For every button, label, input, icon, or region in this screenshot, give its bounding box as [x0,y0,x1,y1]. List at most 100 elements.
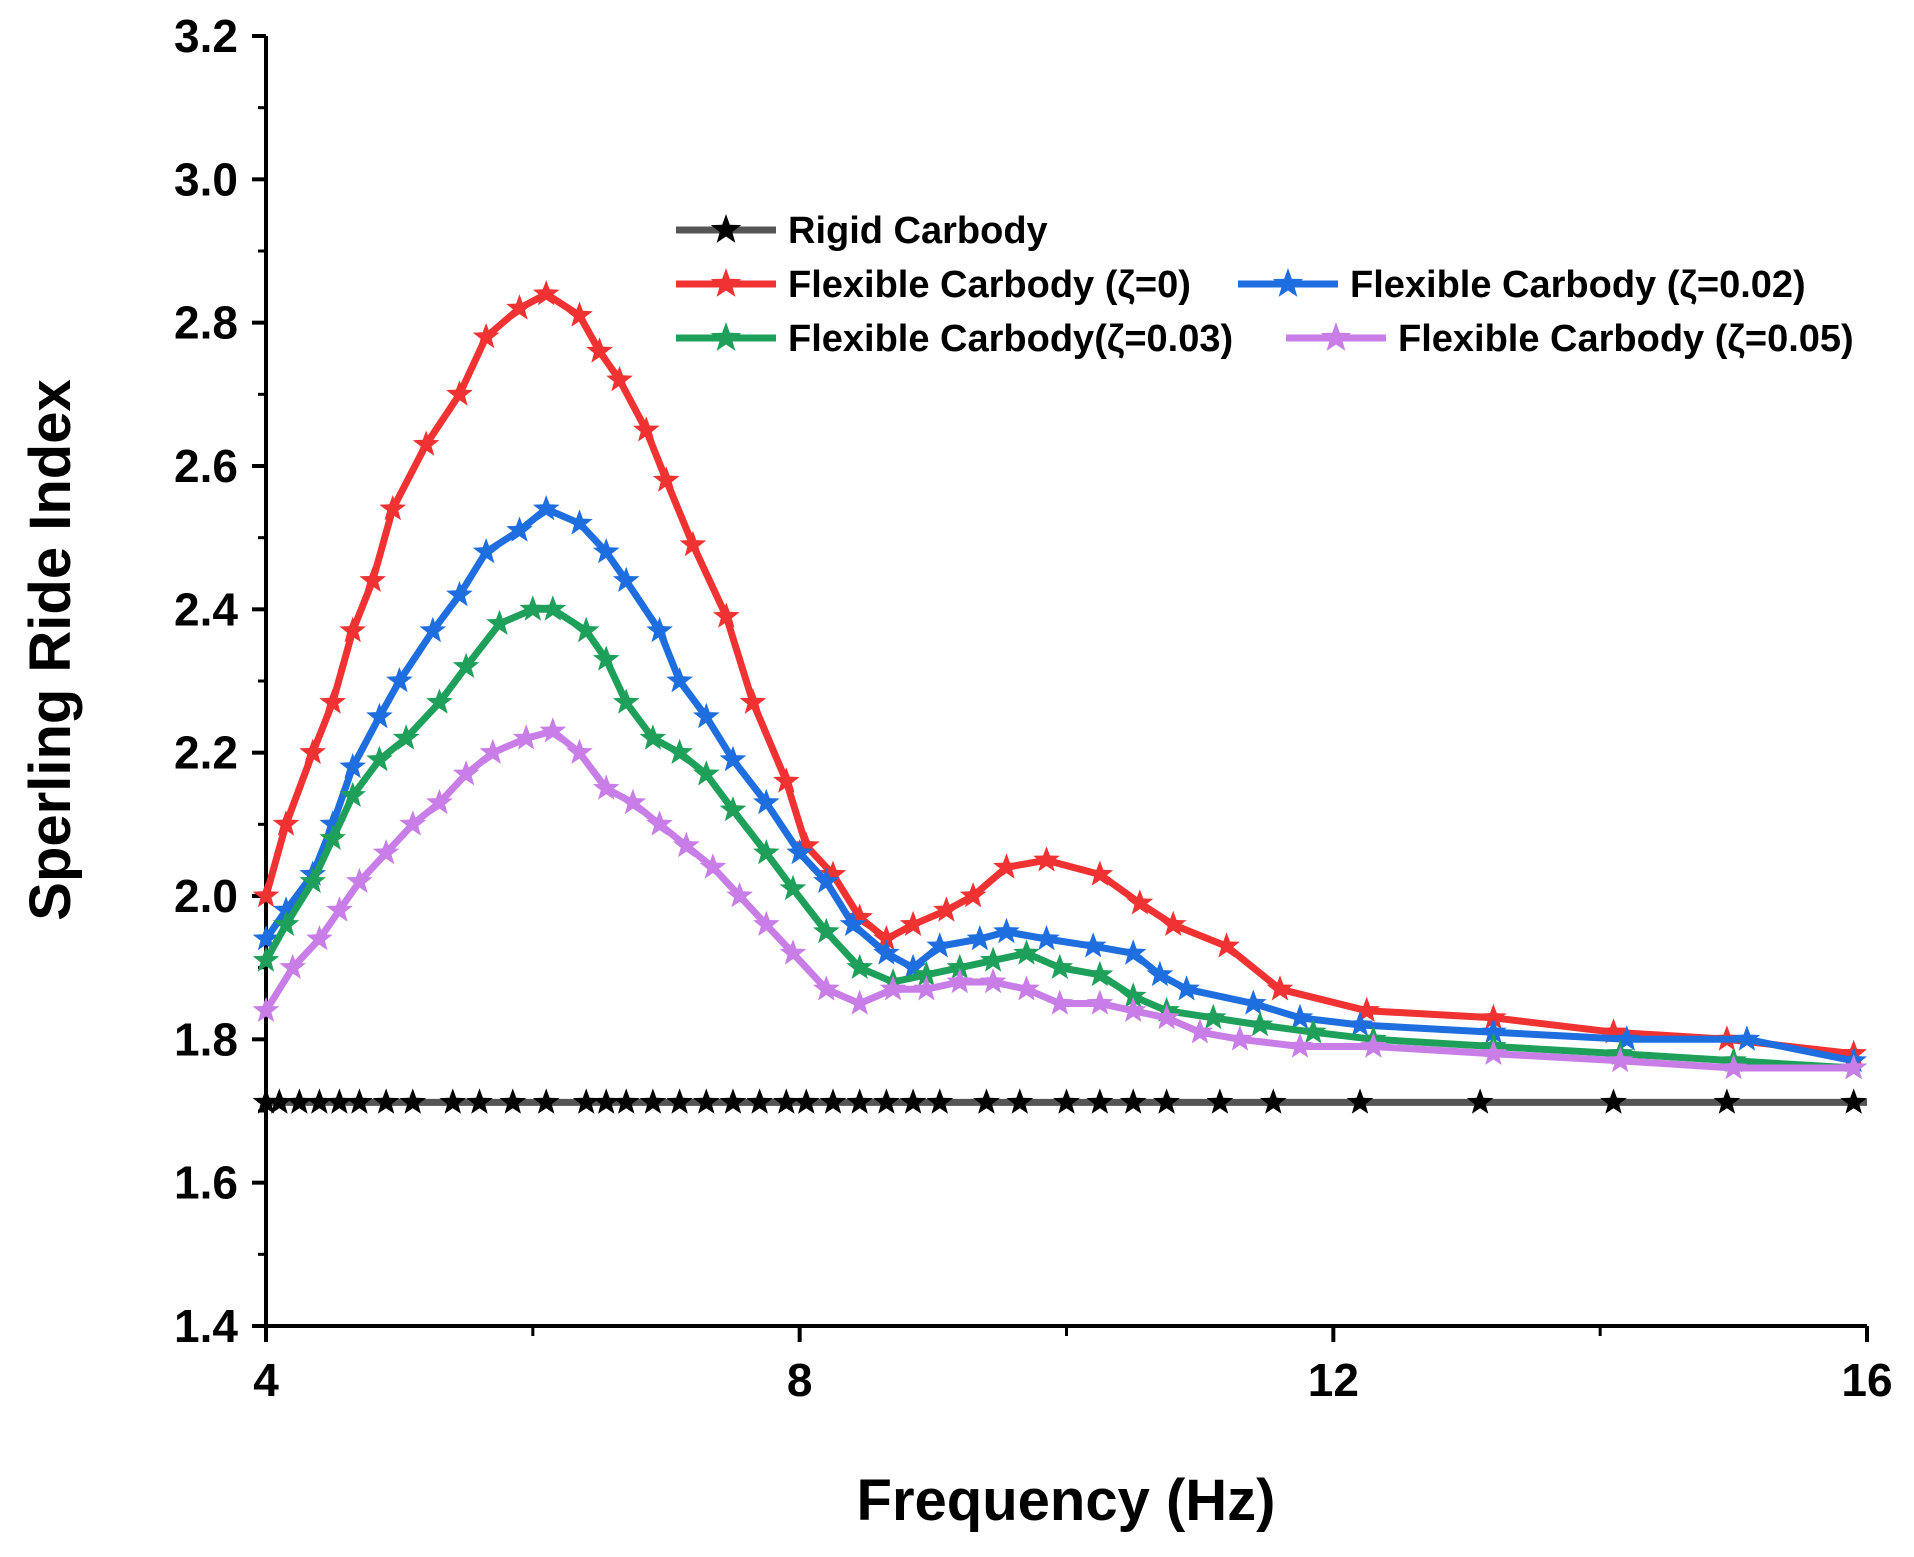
series-line [262,605,1854,1072]
legend-item: Flexible Carbody (ζ=0) [676,264,1191,306]
legend-swatch-star [710,322,742,351]
data-point-star [693,702,720,729]
data-point-star [899,910,927,936]
data-point-star [506,294,533,320]
data-point-star [1613,1025,1641,1051]
legend-item: Flexible Carbody(ζ=0.03) [676,318,1233,360]
data-point-star [773,1088,800,1114]
data-point-star [1266,975,1294,1001]
data-point-star [1119,996,1147,1022]
y-tick-label: 1.4 [174,1300,238,1352]
series-1 [252,280,1867,1065]
data-point-star [1840,1088,1867,1114]
data-point-star [1480,1018,1507,1044]
x-ticks: 4 8 12 16 [253,1326,1893,1406]
data-point-star [532,280,560,306]
series-0 [252,1088,1867,1114]
data-point-star [846,953,873,979]
data-point-star [879,975,907,1001]
data-point-star [753,839,780,865]
data-point-star [846,989,873,1015]
legend-swatch-star [1320,322,1352,351]
data-point-star [1606,1046,1634,1073]
data-point-star [1079,932,1107,958]
data-point-star [612,688,640,714]
data-point-star [379,495,407,521]
data-point-star [486,609,513,635]
data-point-star [566,738,593,764]
data-point-star [306,1088,333,1114]
x-tick-label: 16 [1841,1354,1892,1406]
data-point-star [1286,1003,1314,1030]
data-point-star [753,910,780,936]
data-point-star [566,509,593,535]
data-point-star [306,925,333,951]
data-point-star [1480,1003,1507,1030]
data-point-star [913,960,940,987]
data-point-star [639,1088,667,1114]
data-point-star [1733,1025,1761,1051]
data-point-star [899,1088,927,1114]
data-point-star [532,1088,560,1114]
data-point-star [913,975,940,1001]
data-point-star [933,896,960,922]
data-point-star [1086,989,1114,1015]
legend-swatch-star [710,214,742,243]
data-point-star [1086,960,1114,987]
data-point-star [452,760,480,786]
data-point-star [666,738,693,764]
data-point-star [1013,939,1040,965]
data-point-star [539,717,567,743]
data-point-star [1126,889,1154,915]
data-point-star [339,616,366,643]
data-point-star [1360,1032,1387,1058]
data-point-star [1240,989,1267,1015]
data-point-star [359,566,386,592]
data-point-star [679,530,707,557]
data-point-star [392,724,420,750]
data-point-star [366,702,393,729]
data-point-star [446,380,473,406]
data-point-star [979,968,1007,994]
data-point-star [339,781,366,807]
data-point-star [1600,1088,1627,1114]
data-point-star [873,925,900,951]
data-point-star [813,867,840,893]
data-point-star [372,1088,400,1114]
data-point-star [612,1088,640,1114]
data-point-star [666,1088,693,1114]
data-point-star [252,882,280,908]
series-layer [252,280,1867,1114]
data-point-star [1153,1003,1180,1030]
data-point-star [1206,1088,1234,1114]
data-point-star [419,616,447,643]
data-point-star [1086,860,1114,886]
data-point-star [719,1088,747,1114]
y-tick-label: 2.8 [174,297,238,349]
data-point-star [719,796,747,822]
legend-label: Flexible Carbody (ζ=0) [788,264,1191,306]
data-point-star [272,896,300,922]
legend-item: Flexible Carbody (ζ=0.05) [1286,318,1854,360]
data-point-star [1006,1088,1034,1114]
data-point-star [632,416,660,442]
data-point-star [252,1088,280,1114]
data-point-star [566,301,593,327]
data-point-star [1013,975,1040,1001]
data-point-star [299,867,326,893]
data-point-star [279,953,306,979]
y-tick-label: 3.0 [174,153,238,205]
x-tick-label: 8 [787,1354,813,1406]
data-point-star [719,745,747,772]
data-point-star [572,1088,600,1114]
data-point-star [1119,939,1147,965]
data-point-star [512,724,540,750]
data-point-star [439,1088,467,1114]
data-point-star [619,788,647,815]
data-point-star [1086,1088,1114,1114]
data-point-star [412,430,440,456]
data-point-star [1186,1018,1214,1044]
data-point-star [539,595,567,621]
data-point-star [252,946,280,972]
data-point-star [646,616,673,643]
